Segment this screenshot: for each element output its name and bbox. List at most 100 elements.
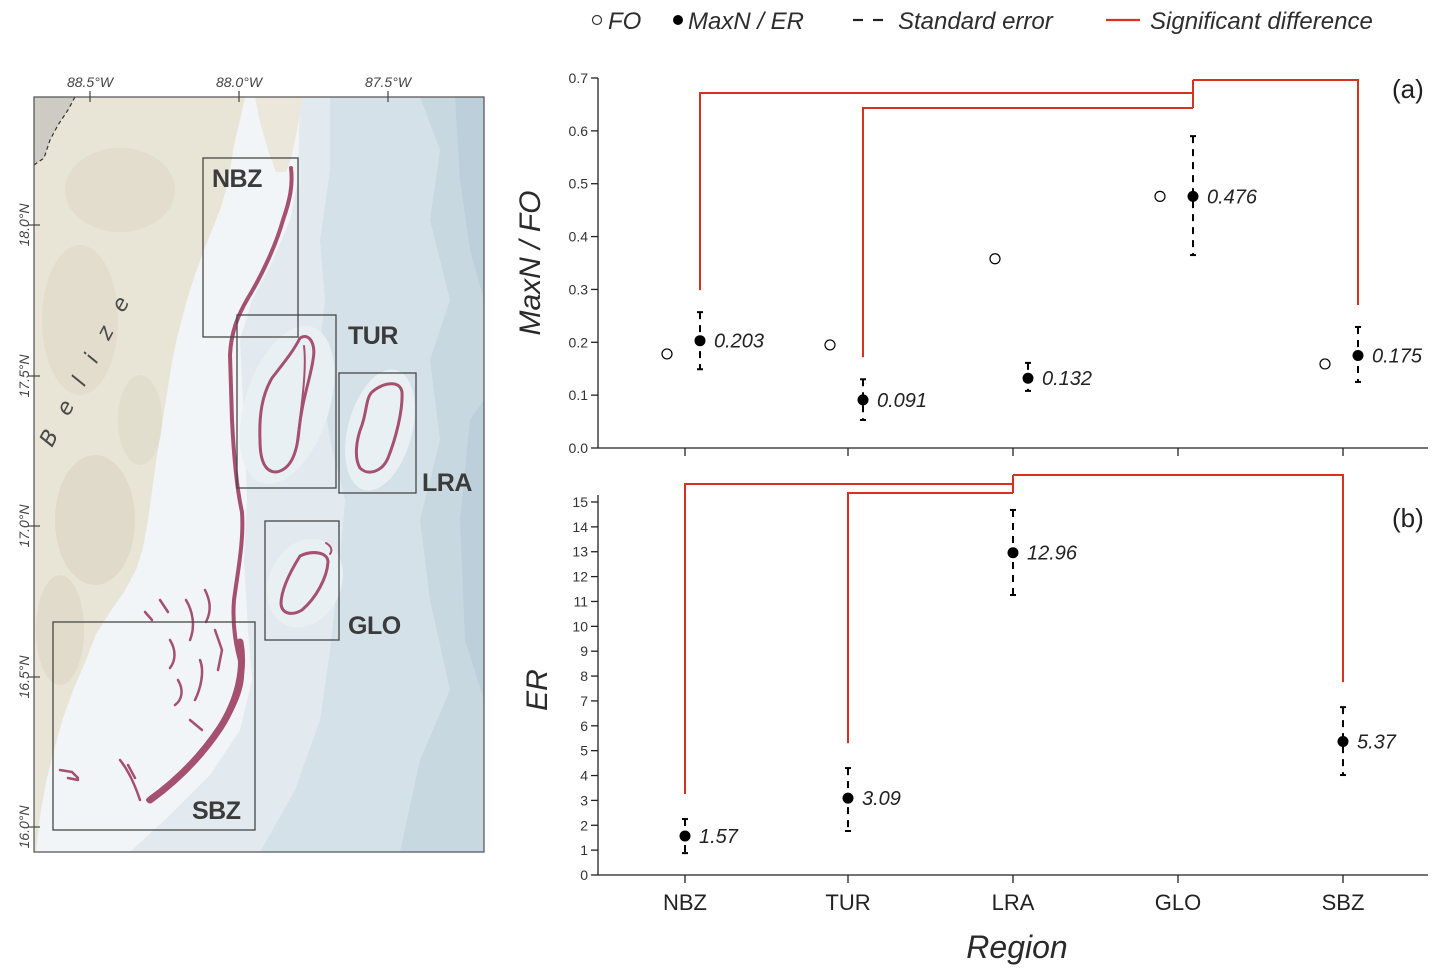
fo-point <box>824 339 836 351</box>
terrain-shading <box>55 455 135 585</box>
patch-reef <box>184 598 195 642</box>
lat-tick-label: 18.0°N <box>16 203 32 247</box>
y-tick-label: 0.7 <box>569 70 589 86</box>
y-tick-label: 12 <box>572 569 588 585</box>
data-label: 0.091 <box>877 390 927 412</box>
fo-point <box>1154 190 1166 202</box>
y-tick-label: 0.1 <box>569 387 589 403</box>
lon-tick-label: 87.5°W <box>365 74 413 90</box>
y-tick-label: 8 <box>580 668 588 684</box>
legend: FO MaxN / ER Standard error Significant … <box>591 8 1373 35</box>
international-border <box>34 97 76 166</box>
patch-reef <box>173 678 183 707</box>
y-axis-title-a: MaxN / FO <box>514 190 547 335</box>
legend-label-fo: FO <box>608 8 641 35</box>
x-tick-label: GLO <box>1155 890 1201 915</box>
bathymetry-deepest <box>460 400 484 700</box>
legend-label-standard-error: Standard error <box>898 8 1054 35</box>
x-tick-label: LRA <box>992 890 1035 915</box>
y-tick-label: 0.6 <box>569 123 589 139</box>
region-label-sbz: SBZ <box>192 797 241 825</box>
data-label: 0.203 <box>714 331 764 353</box>
y-tick-label: 0 <box>580 867 588 883</box>
panel-label-b: (b) <box>1392 503 1424 533</box>
patch-reef <box>158 598 170 614</box>
significance-bracket <box>684 483 1013 795</box>
data-label: 0.175 <box>1372 346 1423 368</box>
fo-point <box>661 348 673 360</box>
region-label-glo: GLO <box>348 612 401 640</box>
glovers-platform <box>267 538 343 628</box>
significance-bracket <box>1193 79 1359 305</box>
data-label: 5.37 <box>1357 731 1397 753</box>
patch-reef <box>193 658 204 702</box>
patch-reef <box>213 628 224 672</box>
y-tick-label: 0.4 <box>569 229 589 245</box>
y-tick-label: 15 <box>572 494 588 510</box>
glo-box <box>264 520 340 641</box>
y-tick-label: 11 <box>573 593 588 609</box>
maxn-er-point <box>1007 547 1019 559</box>
maxn-er-point <box>679 830 691 842</box>
x-axis-title: Region <box>966 929 1067 965</box>
glovers-atoll <box>279 551 330 615</box>
region-label-tur: TUR <box>348 322 398 350</box>
legend-open-circle-icon <box>591 14 603 26</box>
bathymetry-deep <box>400 97 484 852</box>
maxn-er-point <box>1352 350 1364 361</box>
ambergris-caye <box>255 97 302 172</box>
maxn-er-point <box>842 792 854 804</box>
significance-bracket <box>1013 474 1344 683</box>
patch-reef <box>126 763 137 780</box>
nbz-box <box>202 157 299 338</box>
y-tick-label: 1 <box>580 842 588 858</box>
region-label-lra: LRA <box>422 469 472 497</box>
maxn-er-point <box>694 335 706 347</box>
y-tick-label: 14 <box>572 519 588 535</box>
lat-tick-label: 16.5°N <box>16 655 32 699</box>
significance-bracket <box>847 492 1013 744</box>
mexico-land <box>34 97 75 165</box>
terrain-shading <box>42 245 118 395</box>
fo-point <box>1319 358 1331 370</box>
turneffe-atoll-rim <box>296 345 306 443</box>
data-label: 3.09 <box>862 788 901 810</box>
panel-label-a: (a) <box>1392 74 1424 104</box>
terrain-shading <box>118 375 162 465</box>
lat-tick-label: 16.0°N <box>16 805 32 849</box>
legend-filled-circle-icon <box>673 15 683 25</box>
x-tick-label: NBZ <box>663 890 707 915</box>
lat-tick-label: 17.5°N <box>16 354 32 398</box>
maxn-er-point <box>1022 372 1034 384</box>
map-canvas <box>34 97 484 852</box>
maxn-er-point <box>1337 735 1349 747</box>
map: NBZ TUR LRA GLO SBZ Belize 88.5°W 88.0°W… <box>16 74 485 853</box>
y-tick-label: 4 <box>580 768 588 784</box>
maxn-er-point <box>857 394 869 406</box>
significance-bracket <box>699 92 1193 291</box>
y-tick-label: 10 <box>572 618 588 634</box>
turneffe-atoll <box>258 335 316 474</box>
barrier-reef-south <box>146 638 246 804</box>
y-tick-label: 3 <box>580 792 588 808</box>
patch-reef <box>66 776 80 782</box>
y-tick-label: 9 <box>580 643 588 659</box>
y-tick-label: 6 <box>580 718 588 734</box>
sbz-box <box>52 621 256 831</box>
x-tick-label: SBZ <box>1322 890 1365 915</box>
patch-reef <box>188 718 204 732</box>
patch-reef <box>168 638 176 670</box>
y-tick-label: 0.2 <box>569 334 589 350</box>
terrain-shading <box>65 148 175 232</box>
data-label: 0.132 <box>1042 368 1092 390</box>
lighthouse-atoll <box>354 382 404 474</box>
map-frame <box>33 96 485 853</box>
data-label: 1.57 <box>699 826 739 848</box>
region-label-nbz: NBZ <box>212 165 262 193</box>
lat-tick-label: 17.0°N <box>16 504 32 548</box>
y-tick-label: 2 <box>580 817 588 833</box>
y-tick-label: 5 <box>580 743 588 759</box>
